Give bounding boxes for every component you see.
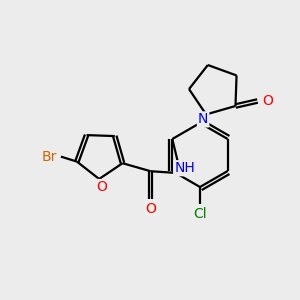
Text: O: O [145,202,156,216]
Text: NH: NH [174,161,195,175]
Text: Cl: Cl [193,207,207,221]
Text: N: N [198,112,208,126]
Text: Br: Br [41,150,57,164]
Text: O: O [262,94,273,108]
Text: O: O [97,180,108,194]
